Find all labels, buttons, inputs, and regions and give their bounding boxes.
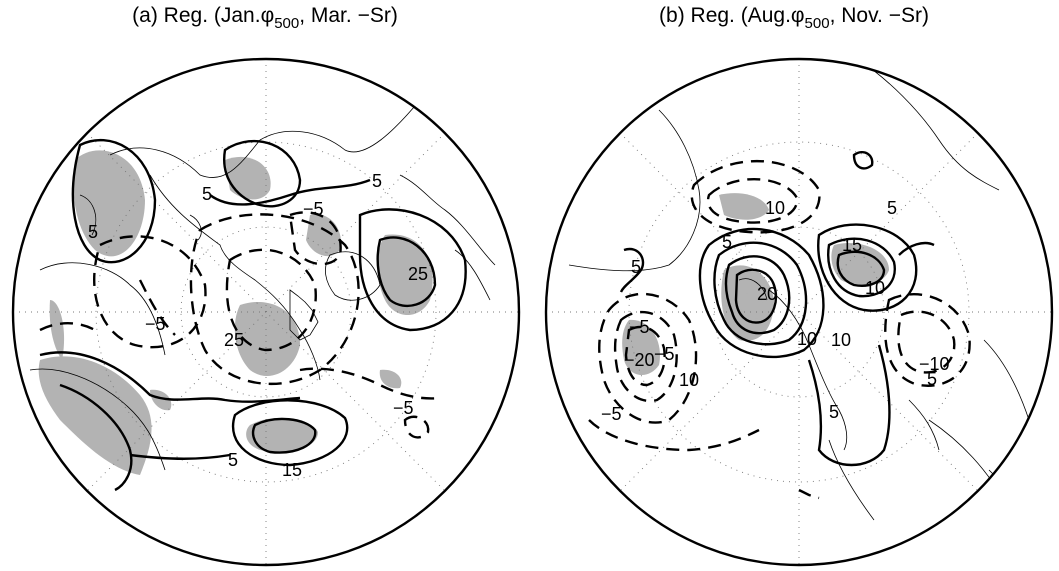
panel-b-title-prefix: (b) Reg. (Aug. — [659, 4, 791, 27]
contour-label: −5 — [654, 344, 675, 364]
contour-label: 10 — [831, 330, 851, 350]
contour-label: 25 — [408, 264, 428, 284]
panel-a-polar-map: 5 5 −5 5 −5 25 −5 15 5 25 — [11, 57, 521, 567]
panel-a: (a) Reg. (Jan.φ500, Mar. −Sr) — [0, 4, 530, 567]
contour-label: 5 — [631, 257, 641, 277]
panel-b-shaded-regions — [622, 60, 1029, 376]
panel-a-graticule — [13, 59, 519, 565]
contour-label: −5 — [145, 314, 166, 334]
panel-b-coastlines — [568, 59, 1030, 521]
contour-label: −20 — [624, 350, 655, 370]
contour-label: −5 — [601, 404, 622, 424]
panel-b-title-suffix: , Nov. −Sr) — [829, 4, 929, 27]
contour-label: 5 — [202, 184, 212, 204]
contour-label: 10 — [865, 278, 885, 298]
panel-a-title-subscript: 500 — [274, 15, 300, 32]
contour-label: 5 — [722, 232, 732, 252]
panel-a-title-prefix: (a) Reg. (Jan. — [132, 4, 261, 27]
contour-label: 5 — [372, 171, 382, 191]
panel-b-positive-contours — [619, 151, 935, 467]
panel-a-title-suffix: , Mar. −Sr) — [299, 4, 398, 27]
contour-label: 10 — [765, 198, 785, 218]
contour-label: 5 — [887, 198, 897, 218]
panel-a-negative-contours — [39, 211, 441, 439]
contour-label: 5 — [88, 222, 98, 242]
contour-label: 5 — [927, 369, 937, 389]
panel-b-title-symbol: φ — [790, 4, 805, 27]
contour-label: 15 — [842, 235, 862, 255]
contour-label: 20 — [757, 284, 777, 304]
contour-label: 10 — [797, 329, 817, 349]
contour-label: −5 — [393, 398, 414, 418]
contour-label: 10 — [679, 370, 699, 390]
contour-label: 5 — [829, 402, 839, 422]
panel-b-title-subscript: 500 — [804, 15, 830, 32]
panel-b-outer-circle — [544, 57, 1054, 567]
contour-label: 25 — [224, 330, 244, 350]
panel-a-title-symbol: φ — [260, 4, 275, 27]
panel-b-graticule — [546, 59, 1052, 565]
panel-a-title: (a) Reg. (Jan.φ500, Mar. −Sr) — [0, 4, 530, 32]
contour-label: 15 — [282, 460, 302, 480]
contour-label: 5 — [228, 450, 238, 470]
panel-b-polar-map: 5 10 15 5 10 10 20 5 −10 5 −5 −5 −20 10 … — [544, 57, 1054, 567]
contour-label: −5 — [303, 199, 324, 219]
panel-a-positive-contours — [39, 139, 467, 492]
contour-label: −10 — [919, 354, 950, 374]
contour-label: −5 — [629, 317, 650, 337]
panel-b-negative-contours — [588, 159, 971, 500]
panel-a-contour-labels: 5 5 −5 5 −5 25 −5 15 5 25 — [88, 171, 428, 480]
panel-a-shaded-regions — [38, 150, 433, 475]
panel-b: (b) Reg. (Aug.φ500, Nov. −Sr) — [529, 0, 1059, 571]
panel-b-contour-labels: 5 10 15 5 10 10 20 5 −10 5 −5 −5 −20 10 … — [601, 198, 950, 424]
panel-a-outer-circle — [11, 57, 521, 567]
panel-b-title: (b) Reg. (Aug.φ500, Nov. −Sr) — [529, 4, 1059, 32]
